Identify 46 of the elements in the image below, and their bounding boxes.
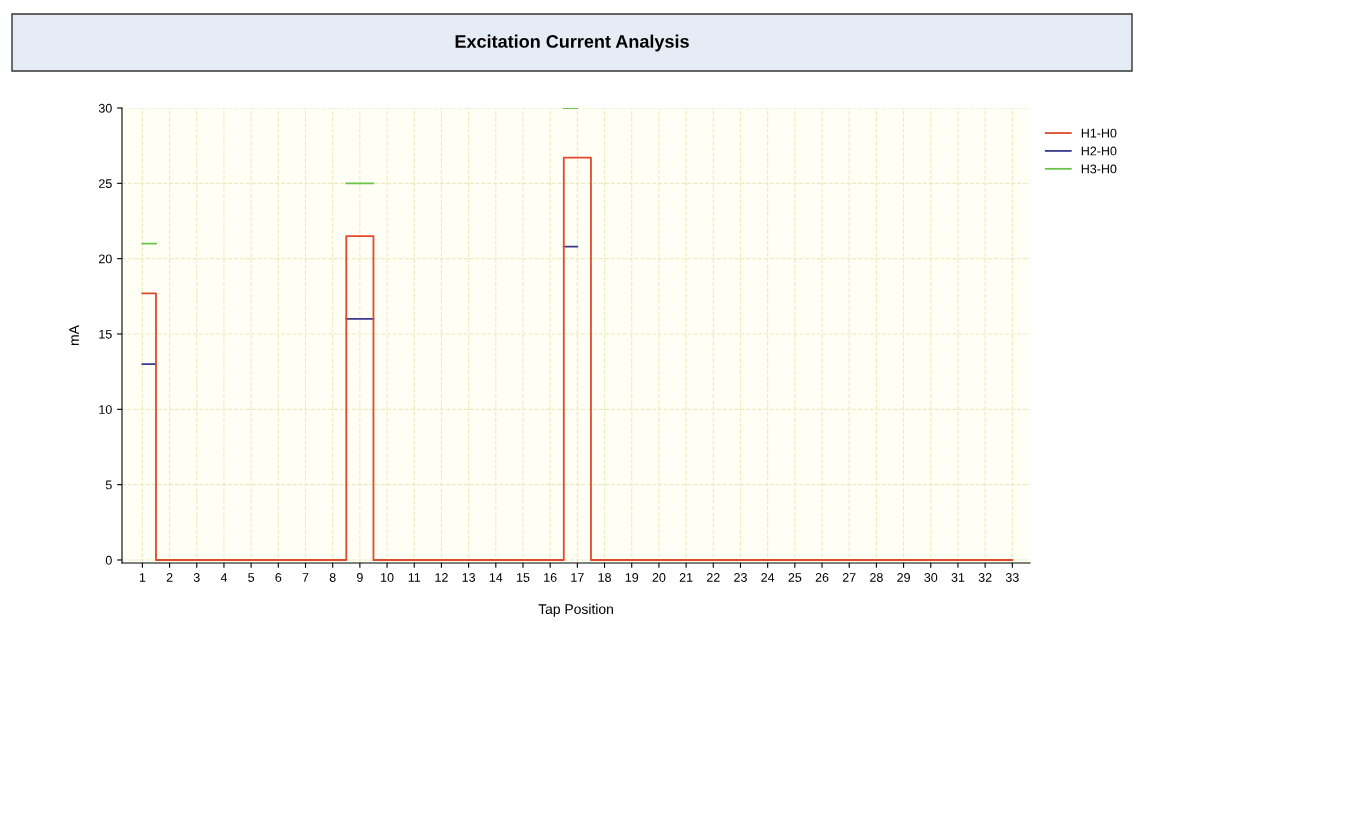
y-tick-label: 0	[105, 555, 112, 565]
x-tick-label: 33	[1005, 573, 1019, 582]
x-tick-label: 31	[951, 573, 965, 582]
y-tick-label: 10	[99, 405, 112, 414]
x-tick-label: 29	[897, 573, 910, 582]
x-tick-label: 26	[815, 573, 829, 582]
legend-label: H1-H0	[1081, 128, 1117, 138]
x-tick-label: 9	[356, 573, 363, 582]
x-tick-label: 8	[329, 573, 336, 582]
x-tick-label: 30	[924, 573, 938, 582]
x-tick-label: 10	[381, 573, 394, 582]
y-tick-label: 25	[99, 179, 112, 188]
x-tick-label: 21	[679, 573, 693, 582]
legend-label: H2-H0	[1081, 146, 1117, 156]
x-tick-label: 16	[544, 573, 557, 582]
x-axis-title: Tap Position	[538, 603, 613, 617]
x-tick-label: 24	[761, 573, 775, 582]
x-tick-label: 5	[248, 573, 255, 582]
x-tick-label: 20	[652, 573, 666, 582]
chart-title: Excitation Current Analysis	[455, 34, 689, 52]
x-tick-label: 14	[489, 573, 503, 582]
x-tick-label: 4	[220, 573, 228, 582]
x-tick-label: 3	[193, 573, 200, 582]
x-tick-label: 12	[435, 573, 448, 582]
x-tick-label: 25	[788, 573, 802, 582]
y-tick-label: 30	[98, 103, 112, 113]
y-tick-label: 15	[99, 329, 112, 339]
x-tick-label: 17	[571, 573, 584, 582]
x-tick-label: 27	[842, 573, 856, 582]
x-tick-label: 2	[166, 573, 173, 582]
x-tick-label: 23	[734, 573, 747, 582]
x-tick-label: 7	[302, 573, 309, 582]
x-tick-label: 18	[598, 573, 611, 582]
x-tick-label: 22	[706, 573, 720, 582]
legend-label: H3-H0	[1081, 164, 1117, 174]
x-tick-label: 13	[462, 573, 476, 582]
y-tick-label: 20	[99, 254, 112, 264]
x-tick-label: 6	[275, 573, 282, 582]
x-tick-label: 11	[408, 573, 421, 582]
y-axis-title: mA	[69, 325, 79, 345]
x-tick-label: 28	[870, 573, 883, 582]
y-tick-label: 5	[105, 480, 112, 490]
x-tick-label: 1	[139, 573, 146, 582]
x-tick-label: 15	[516, 573, 530, 582]
x-tick-label: 19	[625, 573, 639, 582]
x-tick-label: 32	[978, 573, 992, 582]
